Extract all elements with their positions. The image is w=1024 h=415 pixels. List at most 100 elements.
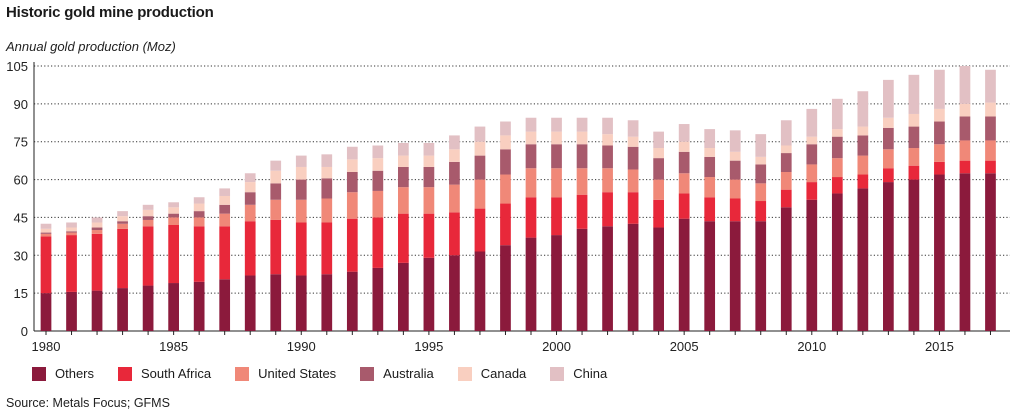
bar-segment-china	[346, 146, 358, 160]
bar-segment-canada	[40, 228, 52, 233]
bar-segment-others	[346, 271, 358, 331]
bar-segment-australia	[40, 232, 52, 234]
bar-segment-australia	[193, 211, 205, 218]
bar-segment-others	[321, 274, 333, 331]
bar-segment-south-africa	[346, 218, 358, 272]
bar-segment-united-states	[857, 155, 869, 175]
bar-segment-china	[729, 130, 741, 152]
bar-segment-south-africa	[806, 182, 818, 200]
bar-segment-others	[857, 188, 869, 331]
bar-segment-china	[321, 154, 333, 167]
bar-segment-australia	[831, 136, 843, 159]
legend-item: United States	[235, 366, 336, 381]
legend-swatch	[235, 366, 250, 381]
bar-segment-south-africa	[142, 226, 154, 286]
y-tick-label: 0	[21, 324, 28, 339]
bar-segment-south-africa	[831, 177, 843, 194]
bar-segment-united-states	[780, 172, 792, 190]
bar-segment-china	[525, 117, 537, 132]
bar-segment-australia	[244, 192, 256, 205]
bar-segment-canada	[704, 148, 716, 157]
bar-segment-united-states	[91, 230, 103, 234]
bar-segment-canada	[398, 155, 409, 167]
bar-segment-canada	[959, 103, 971, 117]
bar-segment-others	[576, 228, 588, 331]
bar-segment-south-africa	[449, 212, 460, 256]
bar-segment-united-states	[576, 168, 588, 195]
bar-segment-canada	[780, 145, 792, 154]
bar-segment-canada	[602, 134, 613, 146]
bar-segment-south-africa	[219, 226, 231, 280]
source-note: Source: Metals Focus; GFMS	[6, 396, 170, 410]
bar-segment-others	[704, 221, 716, 331]
bar-segment-china	[244, 173, 256, 183]
bar-segment-canada	[142, 209, 154, 217]
bar-segment-others	[831, 193, 843, 331]
y-tick-label: 15	[14, 286, 28, 301]
bar-segment-canada	[91, 222, 103, 228]
bar-segment-others	[985, 173, 996, 331]
bar-segment-south-africa	[985, 160, 996, 174]
x-tick-label: 1985	[159, 339, 188, 354]
bar-segment-united-states	[449, 184, 460, 213]
bar-segment-others	[66, 291, 77, 331]
bar-segment-south-africa	[576, 194, 588, 229]
bar-segment-australia	[91, 227, 103, 231]
bar-segment-china	[91, 217, 103, 223]
stacked-bar-chart: 0 15 30 45 60 75 90 105 1980 1985 1990 1995 2000 2005…	[6, 59, 1010, 354]
bar-segment-canada	[576, 131, 588, 145]
bar-segment-australia	[576, 144, 588, 169]
bar-segment-canada	[449, 149, 460, 162]
bar-segment-others	[908, 179, 920, 331]
bar-segment-china	[168, 202, 179, 208]
bar-segment-australia	[678, 151, 690, 174]
bar-segment-south-africa	[423, 213, 435, 258]
bar-segment-others	[91, 290, 103, 331]
bar-segment-australia	[398, 166, 409, 188]
bar-segment-others	[372, 267, 384, 331]
bar-segment-canada	[193, 203, 205, 212]
bar-segment-south-africa	[908, 165, 920, 180]
legend-swatch	[360, 366, 375, 381]
bar-segment-others	[270, 274, 282, 331]
y-tick-label: 90	[14, 97, 28, 112]
bar-segment-australia	[780, 153, 792, 172]
bar-segment-australia	[627, 146, 639, 170]
bar-segment-china	[449, 135, 460, 150]
bar-segment-others	[295, 275, 307, 331]
bar-segment-others	[168, 283, 179, 331]
bar-segment-united-states	[883, 149, 894, 169]
bar-segment-south-africa	[525, 197, 537, 238]
bar-segment-south-africa	[704, 197, 716, 222]
legend-item: Canada	[457, 366, 526, 381]
bar-segment-others	[883, 182, 894, 331]
bar-segment-canada	[372, 158, 384, 171]
bar-segment-china	[66, 222, 77, 228]
bar-segment-united-states	[244, 204, 256, 222]
bar-segment-canada	[857, 126, 869, 136]
bar-segment-china	[372, 145, 384, 159]
bar-segment-canada	[755, 156, 767, 165]
bar-segment-south-africa	[168, 225, 179, 284]
bar-segment-united-states	[653, 179, 664, 200]
bar-segment-australia	[755, 164, 767, 184]
bar-segment-south-africa	[500, 203, 511, 246]
bar-segment-south-africa	[857, 174, 869, 189]
bar-segment-canada	[653, 148, 664, 159]
bar-segment-others	[934, 174, 945, 331]
bar-segment-canada	[295, 166, 307, 180]
bar-segment-south-africa	[934, 161, 945, 175]
bar-segment-south-africa	[372, 217, 384, 268]
bar-segment-united-states	[755, 183, 767, 202]
bar-segment-others	[117, 288, 128, 331]
bar-segment-china	[142, 204, 154, 210]
x-tick-label: 2000	[542, 339, 571, 354]
bar-segment-canada	[627, 136, 639, 147]
bar-segment-south-africa	[295, 222, 307, 276]
bar-segment-canada	[168, 207, 179, 214]
bar-segment-australia	[908, 126, 920, 149]
bar-segment-others	[398, 262, 409, 331]
bar-segment-australia	[934, 121, 945, 145]
y-axis-label: Annual gold production (Moz)	[6, 39, 176, 54]
bar-segment-australia	[551, 144, 562, 169]
